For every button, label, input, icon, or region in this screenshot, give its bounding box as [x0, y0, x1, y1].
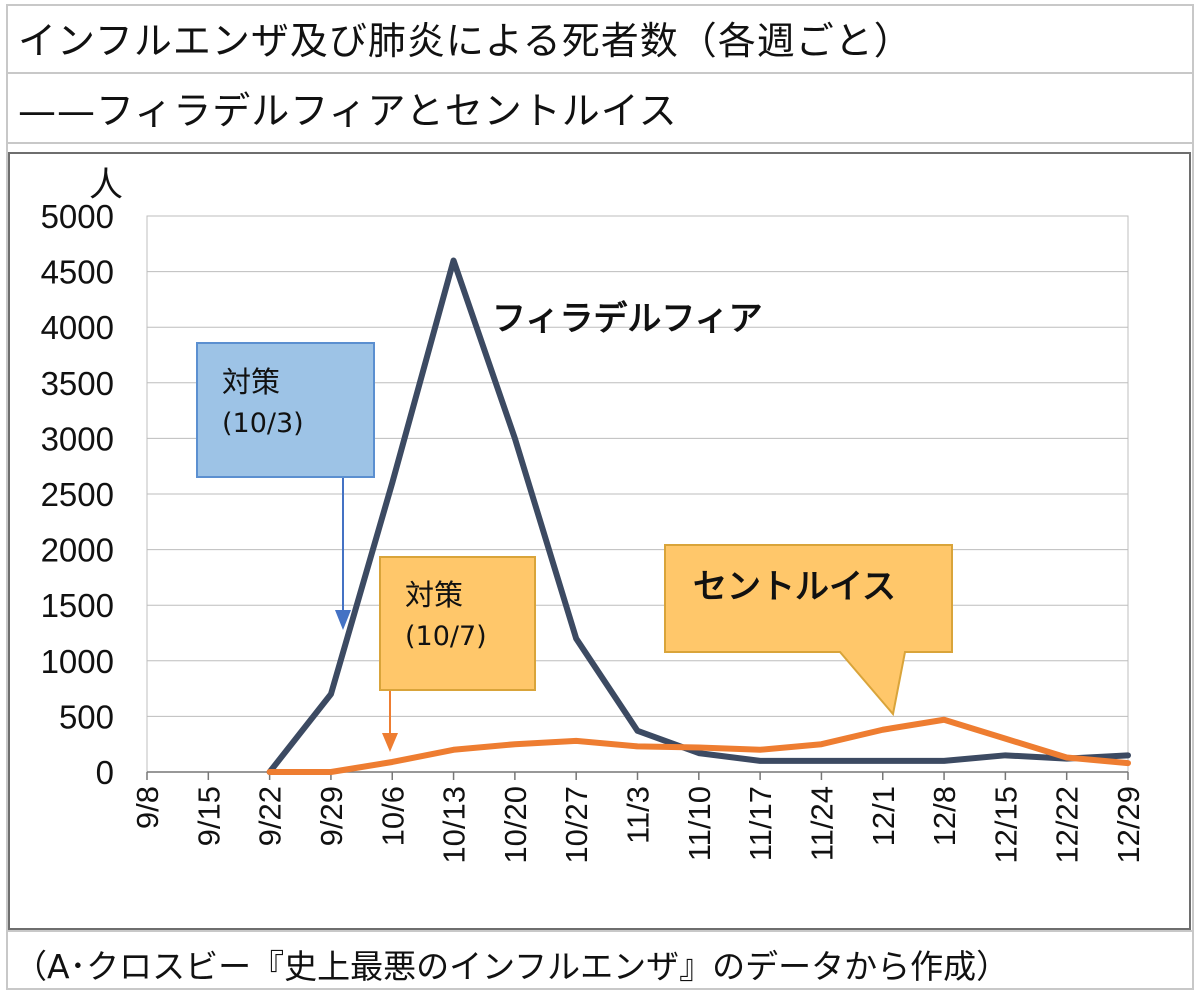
- y-tick-label: 4000: [41, 309, 114, 346]
- y-unit-label: 人: [89, 165, 123, 205]
- arrow-head: [382, 733, 398, 752]
- x-tick-label: 11/3: [621, 786, 656, 844]
- series-line-st-louis: [266, 716, 1131, 775]
- x-tick-label: 12/15: [988, 786, 1023, 864]
- title-divider-2: [6, 142, 1194, 144]
- annotation-date: (10/3): [222, 408, 304, 439]
- annotation-box-st-louis: [379, 556, 536, 691]
- chart-title: インフルエンザ及び肺炎による死者数（各週ごと）: [18, 19, 913, 63]
- annotation-title: 対策: [405, 578, 463, 612]
- y-tick-label: 2500: [41, 476, 114, 513]
- series-line-philadelphia: [266, 257, 1131, 775]
- x-tick-label: 10/6: [375, 786, 410, 846]
- x-tick-label: 10/20: [498, 786, 533, 864]
- arrow-head: [335, 610, 351, 630]
- y-tick-label: 1500: [41, 587, 114, 624]
- chart-subtitle: ——フィラデルフィアとセントルイス: [18, 89, 678, 133]
- y-tick-label: 5000: [41, 198, 114, 235]
- y-tick-label: 3500: [41, 365, 114, 402]
- annotation-date: (10/7): [405, 621, 487, 652]
- x-tick-label: 10/27: [559, 786, 594, 864]
- x-tick-label: 12/22: [1050, 786, 1085, 864]
- x-tick-label: 9/8: [130, 786, 165, 829]
- y-tick-label: 3000: [41, 420, 114, 457]
- x-tick-label: 12/8: [927, 786, 962, 846]
- x-tick-label: 10/13: [437, 786, 472, 864]
- x-tick-label: 9/15: [191, 786, 226, 846]
- x-tick-label: 11/17: [743, 786, 778, 861]
- x-tick-label: 11/24: [804, 786, 839, 861]
- title-divider: [6, 72, 1194, 74]
- x-tick-label: 12/1: [866, 786, 901, 846]
- series-label-philadelphia: フィラデルフィア: [492, 299, 763, 339]
- source-note: （A･クロスビー『史上最悪のインフルエンザ』のデータから作成）: [14, 947, 1010, 986]
- x-tick-label: 9/22: [253, 786, 288, 846]
- y-tick-label: 1000: [41, 643, 114, 680]
- annotation-box-philadelphia: [196, 342, 375, 478]
- figure-frame: [6, 4, 1194, 990]
- plot-frame: [8, 152, 1191, 930]
- series-label-st-louis: セントルイス: [693, 567, 896, 607]
- y-tick-label: 2000: [41, 532, 114, 569]
- x-tick-label: 9/29: [314, 786, 349, 846]
- y-tick-label: 4500: [41, 254, 114, 291]
- annotation-title: 対策: [222, 365, 280, 399]
- source-divider: [6, 930, 1194, 932]
- y-tick-label: 500: [59, 698, 114, 735]
- x-tick-label: 12/29: [1111, 786, 1146, 864]
- x-tick-label: 11/10: [682, 786, 717, 861]
- y-tick-label: 0: [96, 754, 114, 791]
- callout-st-louis: [664, 544, 953, 717]
